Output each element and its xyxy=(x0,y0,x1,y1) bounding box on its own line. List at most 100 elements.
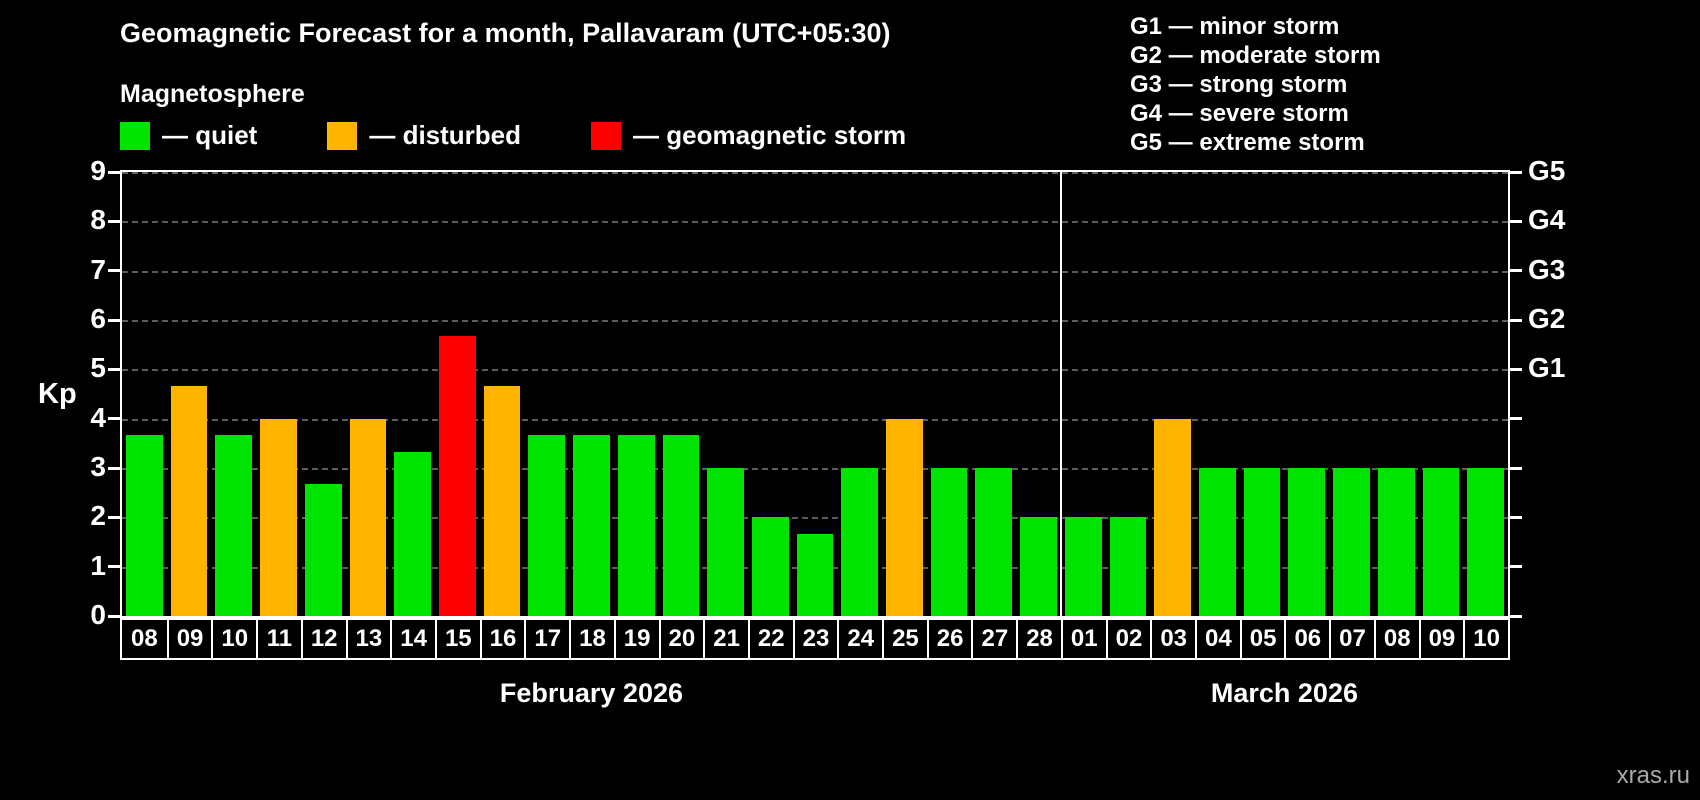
day-label: 08 xyxy=(1373,620,1419,658)
kp-bar-disturbed xyxy=(886,418,923,616)
y-tick-right xyxy=(1510,565,1522,569)
day-label: 09 xyxy=(166,620,212,658)
day-label: 03 xyxy=(1150,620,1195,658)
legend-swatch-quiet xyxy=(120,121,150,150)
day-label: 17 xyxy=(524,620,569,658)
y-tick-label-4: 4 xyxy=(90,401,106,433)
y-axis-label: Kp xyxy=(38,378,77,410)
gridline-kp-5 xyxy=(122,369,1508,372)
kp-bar-quiet xyxy=(1288,468,1326,616)
day-label: 08 xyxy=(131,625,158,652)
kp-bar-quiet xyxy=(975,468,1013,616)
day-label: 14 xyxy=(390,620,435,658)
day-label: 27 xyxy=(971,620,1016,658)
y-tick-left xyxy=(108,515,120,519)
y-tick-right xyxy=(1510,417,1522,421)
kp-bar-quiet xyxy=(617,434,655,616)
gridline-kp-3 xyxy=(122,468,1508,470)
g-axis-label-G5: G5 xyxy=(1528,155,1566,186)
plot-area xyxy=(120,170,1510,618)
y-tick-label-3: 3 xyxy=(90,451,106,482)
legend-swatch-storm xyxy=(591,121,622,150)
y-tick-label-8: 8 xyxy=(90,204,106,236)
status-legend: — quiet — disturbed — geomagnetic storm xyxy=(120,120,906,151)
kp-bar-quiet xyxy=(1422,468,1460,616)
watermark: xras.ru xyxy=(1616,762,1690,789)
kp-bar-quiet xyxy=(528,434,566,616)
kp-bar-quiet xyxy=(1467,468,1504,616)
g-axis-label-G4: G4 xyxy=(1528,204,1566,236)
day-label: 20 xyxy=(658,620,704,658)
day-label: 24 xyxy=(837,620,882,658)
day-label: 25 xyxy=(882,620,927,658)
day-label: 09 xyxy=(1418,620,1464,658)
kp-bar-disturbed xyxy=(349,418,387,616)
g-axis-label-G1: G1 xyxy=(1528,352,1566,384)
kp-bar-quiet xyxy=(930,468,968,616)
y-tick-left xyxy=(108,614,120,618)
gridline-kp-4 xyxy=(122,418,1508,421)
day-label: 02 xyxy=(1105,620,1151,658)
kp-bar-quiet xyxy=(304,484,342,616)
y-tick-right xyxy=(1510,367,1522,371)
legend-swatch-disturbed xyxy=(327,121,358,150)
kp-bar-disturbed xyxy=(260,418,297,616)
kp-bar-quiet xyxy=(394,451,431,616)
kp-bar-quiet xyxy=(1199,468,1236,616)
y-tick-left xyxy=(108,170,120,174)
day-label: 23 xyxy=(792,620,838,658)
y-tick-right xyxy=(1510,219,1522,223)
day-label: 19 xyxy=(613,620,659,658)
legend-label-disturbed: — disturbed xyxy=(369,120,522,150)
chart-subtitle: Magnetosphere xyxy=(120,80,305,108)
y-tick-right xyxy=(1510,269,1522,273)
kp-bar-disturbed xyxy=(1154,418,1192,616)
gridline-kp-8 xyxy=(122,221,1508,224)
day-label: 21 xyxy=(703,620,748,658)
y-tick-left xyxy=(108,367,120,371)
kp-bar-quiet xyxy=(841,468,879,616)
kp-bar-disturbed xyxy=(483,385,521,616)
kp-bar-quiet xyxy=(573,434,610,616)
kp-bar-quiet xyxy=(1020,517,1057,616)
day-label: 28 xyxy=(1016,620,1061,658)
legend-item-storm: — geomagnetic storm xyxy=(591,120,906,151)
y-tick-left xyxy=(108,466,120,470)
y-tick-left xyxy=(108,269,120,273)
day-label: 10 xyxy=(1463,620,1508,658)
g-legend-item-1: G1 — minor storm xyxy=(1130,13,1340,40)
y-tick-label-0: 0 xyxy=(90,599,106,630)
kp-bar-disturbed xyxy=(170,385,208,616)
kp-bar-quiet xyxy=(215,434,253,616)
g-axis-label-G2: G2 xyxy=(1528,303,1566,334)
g-legend-item-4: G4 — severe storm xyxy=(1130,100,1349,127)
month-label: February 2026 xyxy=(499,678,683,708)
y-tick-left xyxy=(108,318,120,322)
day-label: 05 xyxy=(1239,620,1285,658)
day-label: 13 xyxy=(345,620,391,658)
legend-item-disturbed: — disturbed xyxy=(327,120,521,151)
day-axis-row: 08 09 10 11 12 13 14 15 16 17 18 19 20 21 22 23 24 25 26 27… xyxy=(120,618,1510,660)
y-tick-left xyxy=(108,219,120,223)
legend-label-storm: — geomagnetic storm xyxy=(633,120,907,150)
g-legend-item-2: G2 — moderate storm xyxy=(1130,42,1381,69)
y-tick-right xyxy=(1510,515,1522,519)
y-tick-label-9: 9 xyxy=(90,155,106,186)
g-axis-label-G3: G3 xyxy=(1528,253,1566,285)
kp-bar-storm xyxy=(438,336,476,616)
kp-bar-quiet xyxy=(126,434,163,616)
kp-bar-quiet xyxy=(1064,517,1102,616)
day-label: 10 xyxy=(211,620,256,658)
kp-bar-quiet xyxy=(1109,517,1147,616)
legend-item-quiet: — quiet xyxy=(120,120,257,151)
day-label: 01 xyxy=(1060,620,1106,658)
day-label: 16 xyxy=(479,620,525,658)
month-label: March 2026 xyxy=(1210,678,1358,708)
kp-bar-quiet xyxy=(1377,468,1415,616)
day-label: 12 xyxy=(300,620,346,658)
day-label: 15 xyxy=(434,620,480,658)
day-label: 22 xyxy=(747,620,793,658)
kp-bar-quiet xyxy=(1333,468,1370,616)
day-label: 07 xyxy=(1329,620,1374,658)
kp-bar-quiet xyxy=(796,533,834,616)
